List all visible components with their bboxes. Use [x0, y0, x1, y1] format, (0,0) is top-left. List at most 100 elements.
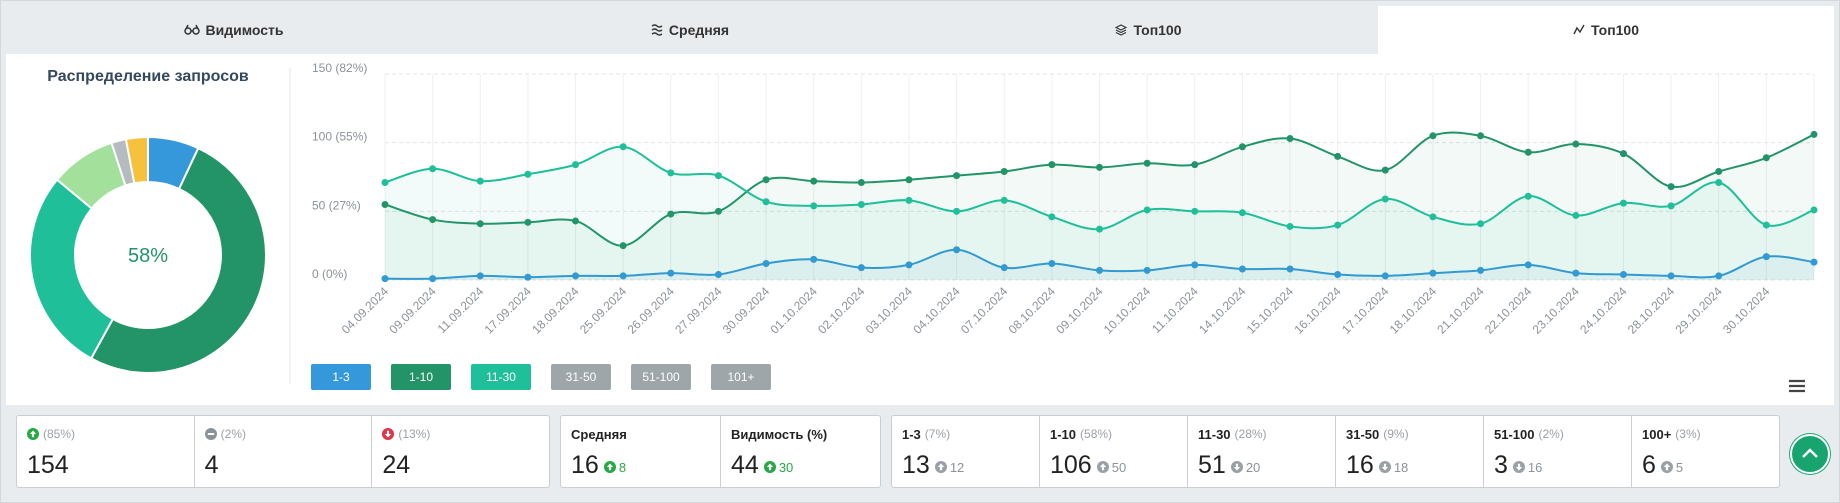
data-point	[667, 269, 675, 277]
legend-label: 1-10	[409, 370, 433, 384]
x-tick-label: 30.09.2024	[720, 284, 773, 337]
range-delta: 18	[1393, 459, 1409, 475]
chart-panel: Распределение запросов 58% 0 (0%) 50 (27%)…	[6, 54, 1834, 405]
data-point	[810, 177, 818, 185]
tab-icon	[651, 24, 663, 36]
data-point	[1715, 168, 1723, 176]
data-point	[857, 178, 865, 186]
range-label: 31-50	[1346, 426, 1380, 442]
data-point	[1334, 271, 1342, 279]
data-point	[619, 143, 627, 151]
data-point	[572, 217, 580, 225]
data-point	[1810, 258, 1818, 266]
tab-icon	[1573, 24, 1585, 35]
data-point	[810, 202, 818, 210]
data-point	[429, 275, 437, 283]
data-point	[1238, 265, 1246, 273]
data-point	[1572, 140, 1580, 148]
range-value: 16	[1346, 451, 1374, 479]
data-point	[476, 220, 484, 228]
data-point	[714, 271, 722, 279]
range-pct: (3%)	[1675, 427, 1701, 441]
range-cell: 1-3 (7%) 13 12	[892, 416, 1040, 487]
x-tick-label: 17.09.2024	[482, 284, 535, 337]
y-tick-label: 100 (55%)	[312, 130, 367, 144]
range-pct: (58%)	[1080, 427, 1113, 441]
range-pct: (28%)	[1234, 427, 1267, 441]
data-point	[429, 216, 437, 224]
x-tick-label: 08.10.2024	[1006, 284, 1059, 337]
x-tick-label: 18.10.2024	[1387, 284, 1440, 337]
x-tick-label: 17.10.2024	[1339, 284, 1392, 337]
series-area	[385, 146, 1814, 280]
down-icon	[382, 428, 395, 440]
tab[interactable]: Видимость	[6, 6, 461, 54]
data-point	[1191, 161, 1199, 169]
data-point	[762, 198, 770, 206]
range-value: 106	[1050, 451, 1092, 479]
data-point	[953, 246, 961, 254]
y-tick-label: 50 (27%)	[312, 198, 361, 212]
x-tick-label: 24.10.2024	[1577, 284, 1630, 337]
tab-label: Средняя	[668, 22, 730, 38]
data-point	[524, 273, 532, 281]
x-tick-label: 11.10.2024	[1149, 284, 1201, 336]
data-point	[1334, 152, 1342, 160]
data-point	[1619, 150, 1627, 158]
data-point	[1381, 166, 1389, 174]
data-point	[1477, 266, 1485, 274]
data-point	[1619, 271, 1627, 279]
chevron-up	[1802, 448, 1818, 458]
range-cell: 51-100 (2%) 3 16	[1484, 416, 1632, 487]
range-delta: 5	[1675, 459, 1684, 475]
range-pct: (7%)	[924, 427, 951, 441]
data-point	[1429, 132, 1437, 140]
range-value: 3	[1494, 451, 1508, 479]
data-point	[857, 200, 865, 208]
data-point	[1143, 266, 1151, 274]
charts: Распределение запросов 58% 0 (0%) 50 (27%)…	[29, 61, 1818, 393]
x-tick-label: 21.10.2024	[1434, 284, 1487, 337]
data-point	[1381, 195, 1389, 203]
data-point	[1524, 261, 1532, 269]
menu-icon[interactable]	[1789, 379, 1805, 393]
data-point	[1096, 225, 1103, 233]
data-point	[1048, 213, 1056, 221]
averages-card: Средняя 16 8 Видимость (%) 44 30	[560, 415, 881, 488]
legend-button	[631, 364, 691, 390]
x-tick-label: 11.09.2024	[435, 284, 487, 336]
data-point	[619, 272, 627, 280]
data-point	[1762, 154, 1770, 162]
range-label: 1-10	[1050, 426, 1077, 442]
data-point	[953, 207, 961, 215]
data-point	[381, 178, 389, 186]
legend-button	[471, 364, 531, 390]
data-point	[1715, 272, 1723, 280]
data-point	[572, 161, 580, 169]
scroll-top-button[interactable]	[1790, 434, 1830, 474]
data-point	[857, 264, 865, 272]
data-point	[1096, 266, 1103, 274]
range-delta: 12	[949, 459, 965, 475]
data-point	[905, 176, 913, 184]
range-delta: 16	[1527, 459, 1543, 475]
data-point	[1429, 269, 1437, 277]
data-point	[1334, 221, 1342, 229]
average-value: 16	[571, 451, 599, 479]
legend-label: 1-3	[332, 370, 350, 384]
data-point	[1143, 206, 1151, 214]
data-point	[1477, 220, 1485, 228]
legend-button	[311, 364, 371, 390]
up-icon	[1096, 461, 1109, 473]
legend-button	[391, 364, 451, 390]
summary-cell: (2%) 4	[195, 416, 373, 487]
donut-segment	[89, 146, 267, 374]
data-point	[1286, 135, 1294, 143]
x-tick-label: 25.09.2024	[577, 284, 630, 337]
tab[interactable]: Средняя	[461, 6, 919, 54]
average-cell: Средняя 16 8	[561, 416, 721, 487]
data-point	[1143, 159, 1151, 167]
tab[interactable]: Топ100	[919, 6, 1378, 54]
tab[interactable]: Топ100	[1378, 6, 1834, 54]
